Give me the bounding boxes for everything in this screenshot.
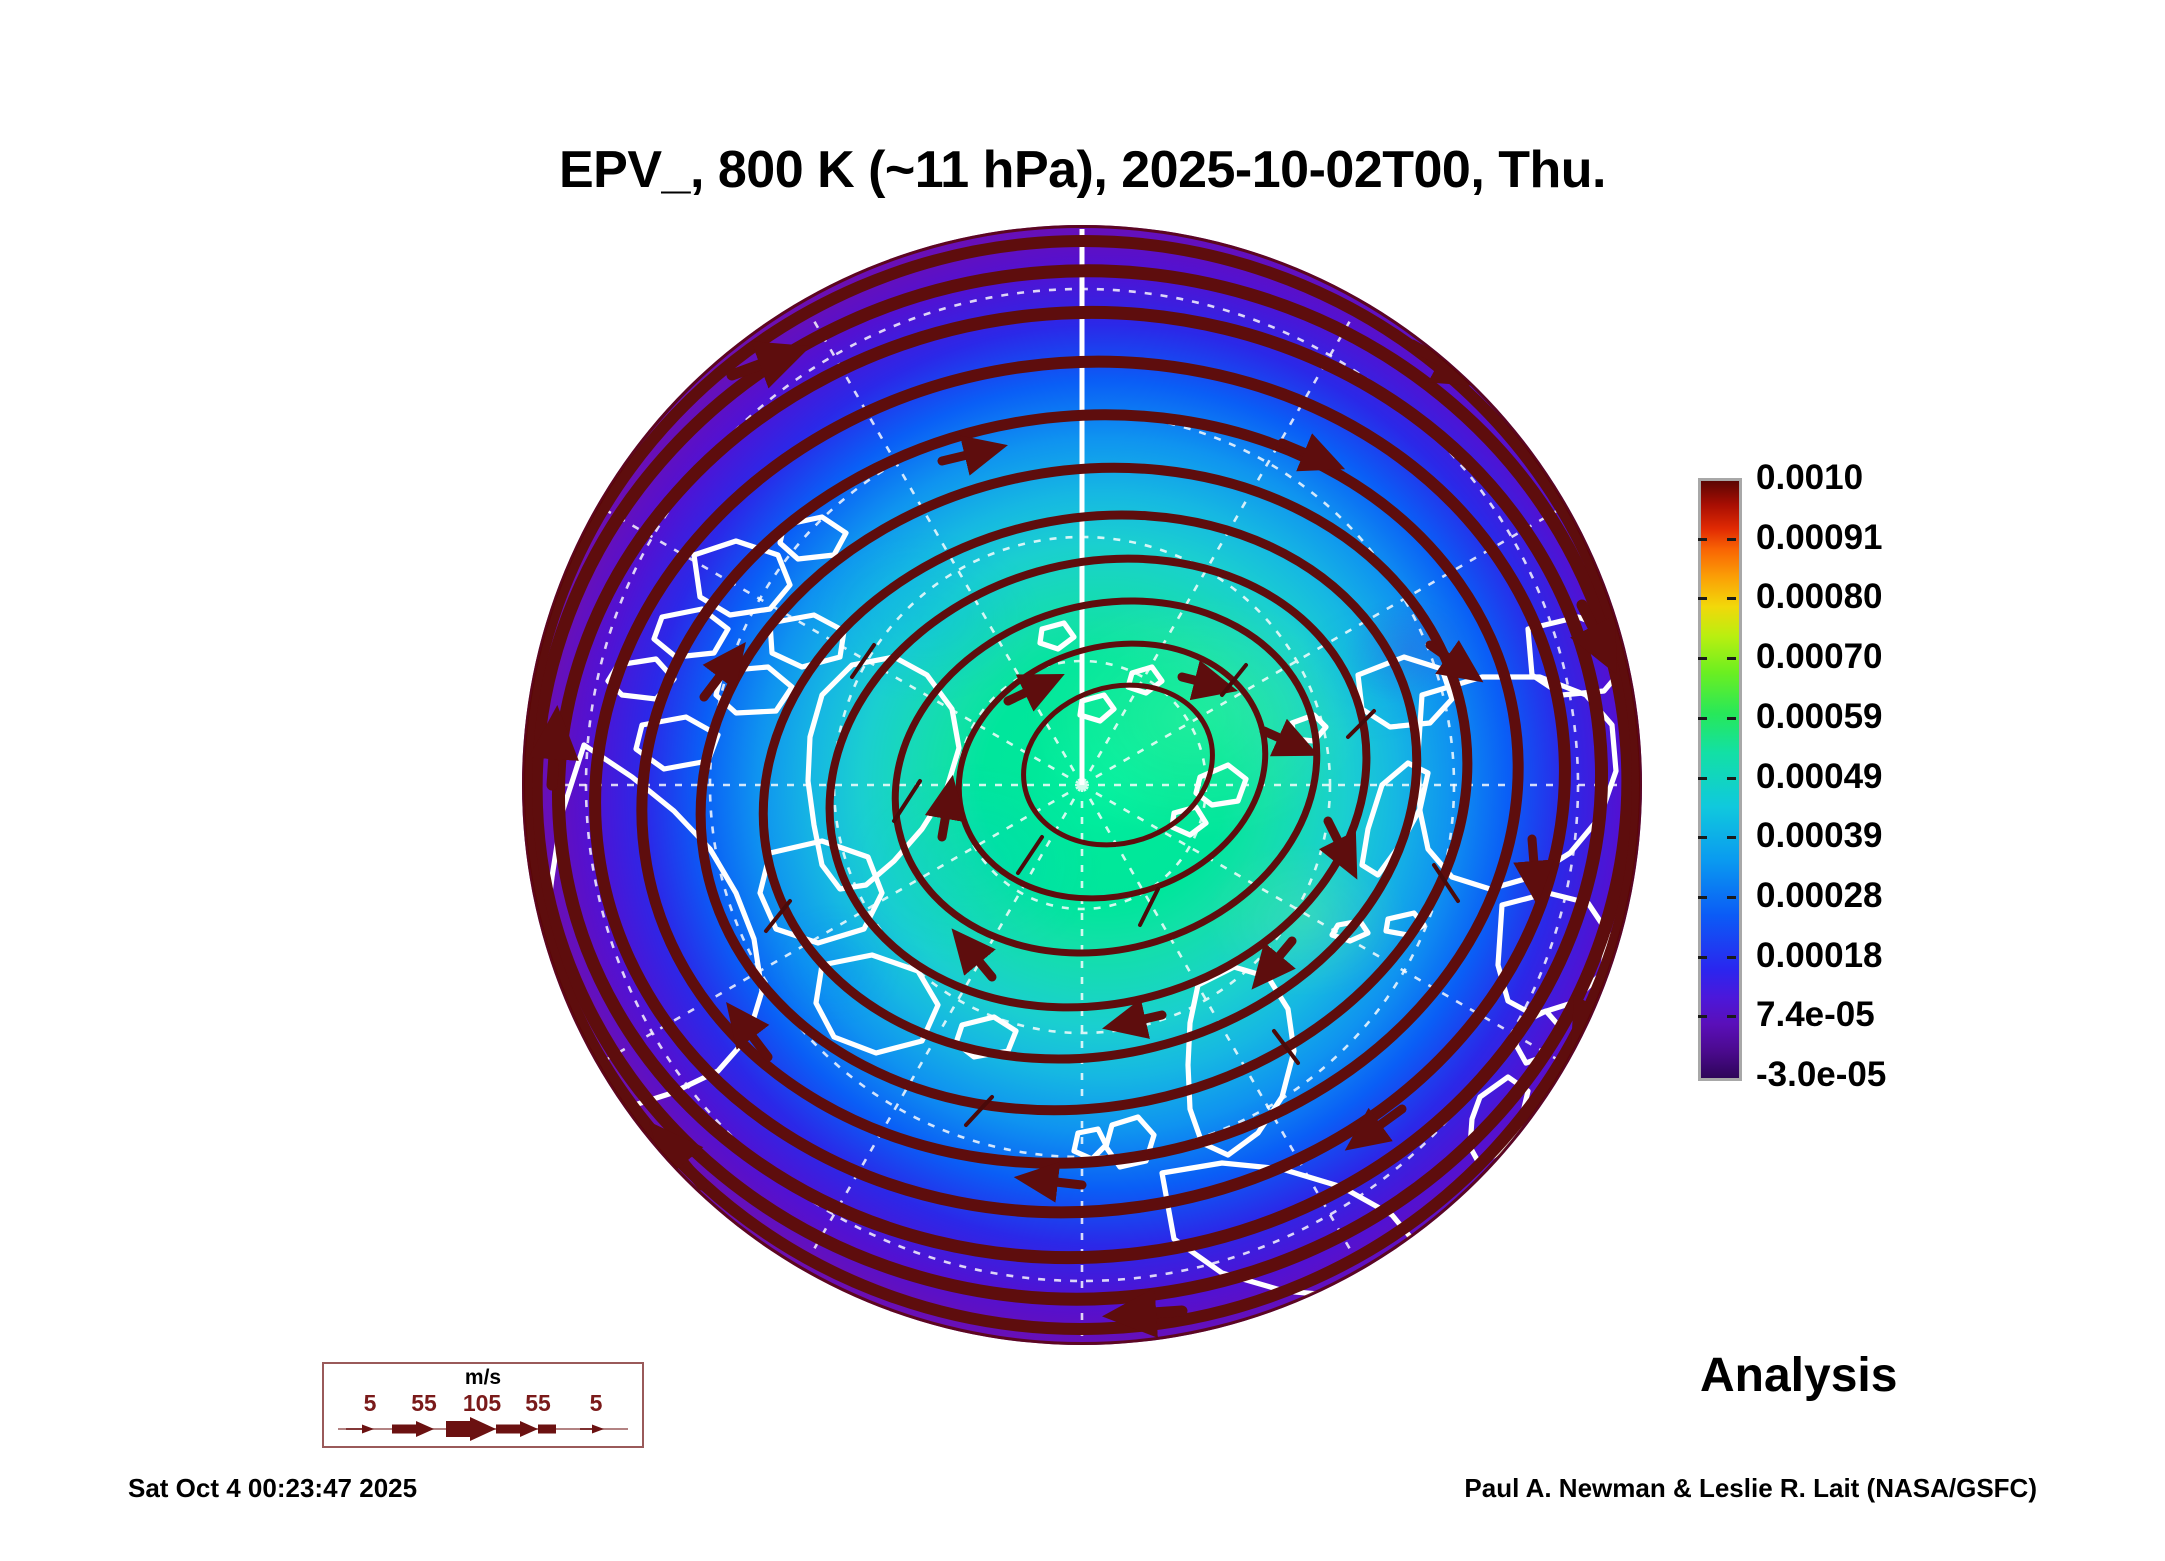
analysis-label: Analysis xyxy=(1700,1349,1898,1402)
page-title: EPV_, 800 K (~11 hPa), 2025-10-02T00, Th… xyxy=(559,141,1606,199)
wind-legend-value: 55 xyxy=(411,1390,437,1416)
wind-legend-value: 5 xyxy=(363,1390,377,1416)
colorbar-tick xyxy=(1698,657,1707,661)
wind-speed-legend: m/s 5 55 105 55 5 xyxy=(322,1362,644,1448)
colorbar-tick xyxy=(1727,537,1736,541)
colorbar-label: -3.0e-05 xyxy=(1756,1055,1887,1094)
attribution-credit: Paul A. Newman & Leslie R. Lait (NASA/GS… xyxy=(1464,1473,2037,1503)
colorbar-label: 0.0010 xyxy=(1756,458,1864,497)
map-overlays xyxy=(524,227,1640,1343)
colorbar-tick xyxy=(1727,776,1736,780)
colorbar-gradient xyxy=(1698,478,1742,1081)
colorbar-tick xyxy=(1727,955,1736,959)
colorbar-tick xyxy=(1698,1015,1707,1019)
colorbar-label: 0.00091 xyxy=(1756,517,1883,557)
wind-legend-value: 105 xyxy=(462,1390,502,1416)
colorbar-label: 0.00039 xyxy=(1756,816,1883,856)
colorbar-tick xyxy=(1698,955,1707,959)
colorbar-tick xyxy=(1727,895,1736,899)
colorbar-tick xyxy=(1698,776,1707,780)
colorbar-label: 0.00080 xyxy=(1756,577,1883,617)
wind-streamlines xyxy=(524,234,1640,1338)
colorbar-tick xyxy=(1698,597,1707,601)
wind-legend-value: 55 xyxy=(525,1390,551,1416)
colorbar-label: 0.00028 xyxy=(1756,875,1883,915)
colorbar-tick xyxy=(1698,537,1707,541)
colorbar-tick xyxy=(1727,836,1736,840)
wind-legend-value: 5 xyxy=(589,1390,603,1416)
generation-timestamp: Sat Oct 4 00:23:47 2025 xyxy=(128,1473,418,1503)
colorbar-tick xyxy=(1727,657,1736,661)
colorbar-tick xyxy=(1698,895,1707,899)
colorbar-tick xyxy=(1727,716,1736,720)
colorbar-tick xyxy=(1698,716,1707,720)
colorbar-label: 0.00018 xyxy=(1756,935,1883,975)
wind-legend-arrows xyxy=(338,1417,628,1441)
colorbar-label: 0.00059 xyxy=(1756,696,1883,736)
colorbar-tick xyxy=(1727,597,1736,601)
wind-legend-unit: m/s xyxy=(464,1366,502,1389)
colorbar-label: 0.00070 xyxy=(1756,637,1883,677)
colorbar-label: 0.00049 xyxy=(1756,756,1883,796)
colorbar-label: 7.4e-05 xyxy=(1756,995,1875,1035)
polar-map xyxy=(522,225,1642,1345)
colorbar-tick xyxy=(1698,836,1707,840)
colorbar-tick xyxy=(1727,1015,1736,1019)
